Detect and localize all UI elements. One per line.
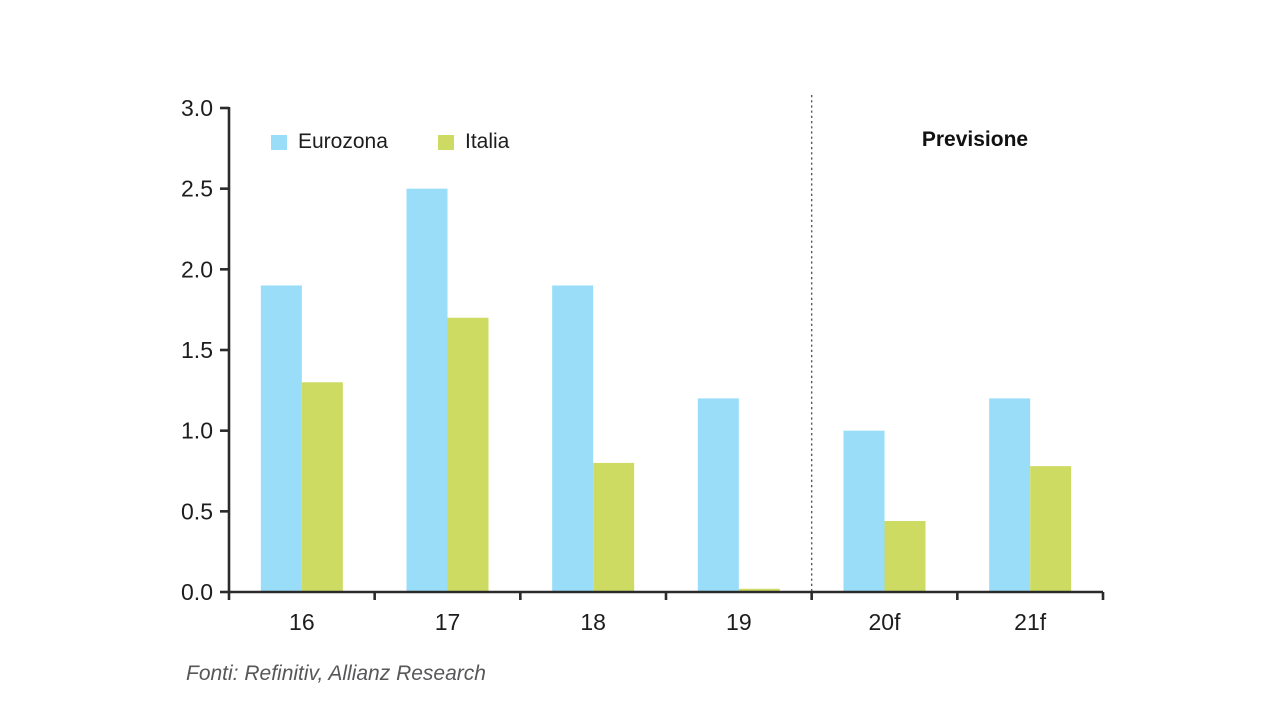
bar-eurozona-16 [260, 285, 302, 592]
y-tick-label: 1.0 [181, 418, 213, 444]
legend-label-eurozona: Eurozona [298, 130, 388, 153]
legend-item-eurozona: Eurozona [271, 130, 388, 154]
y-tick-label: 0.0 [181, 579, 213, 605]
legend-swatch-eurozona [271, 134, 287, 150]
x-category-label-20f: 20f [869, 609, 902, 635]
bar-italia-20f [884, 521, 926, 592]
bar-eurozona-17 [406, 188, 448, 592]
x-category-label-18: 18 [580, 609, 606, 635]
bar-italia-18 [593, 462, 635, 592]
bar-eurozona-19 [697, 398, 739, 592]
x-category-label-17: 17 [435, 609, 461, 635]
legend-item-italia: Italia [438, 130, 509, 154]
x-category-label-21f: 21f [1014, 609, 1047, 635]
legend-label-italia: Italia [465, 130, 510, 153]
bar-eurozona-18 [552, 285, 594, 592]
y-tick-label: 0.5 [181, 498, 213, 524]
y-tick-label: 1.5 [181, 337, 213, 363]
forecast-region-label: Previsione [921, 128, 1029, 151]
legend-swatch-italia [438, 134, 454, 150]
y-tick-label: 2.5 [181, 176, 213, 202]
bar-italia-21f [1030, 466, 1072, 592]
y-tick-label: 2.0 [181, 256, 213, 282]
bar-eurozona-21f [989, 398, 1031, 592]
bar-italia-19 [738, 588, 780, 592]
x-category-label-16: 16 [289, 609, 315, 635]
y-tick-label: 3.0 [181, 95, 213, 121]
bar-italia-17 [447, 317, 489, 592]
x-category-label-19: 19 [726, 609, 752, 635]
source-note: Fonti: Refinitiv, Allianz Research [186, 662, 486, 685]
bar-italia-16 [301, 382, 343, 592]
bar-eurozona-20f [843, 430, 885, 592]
